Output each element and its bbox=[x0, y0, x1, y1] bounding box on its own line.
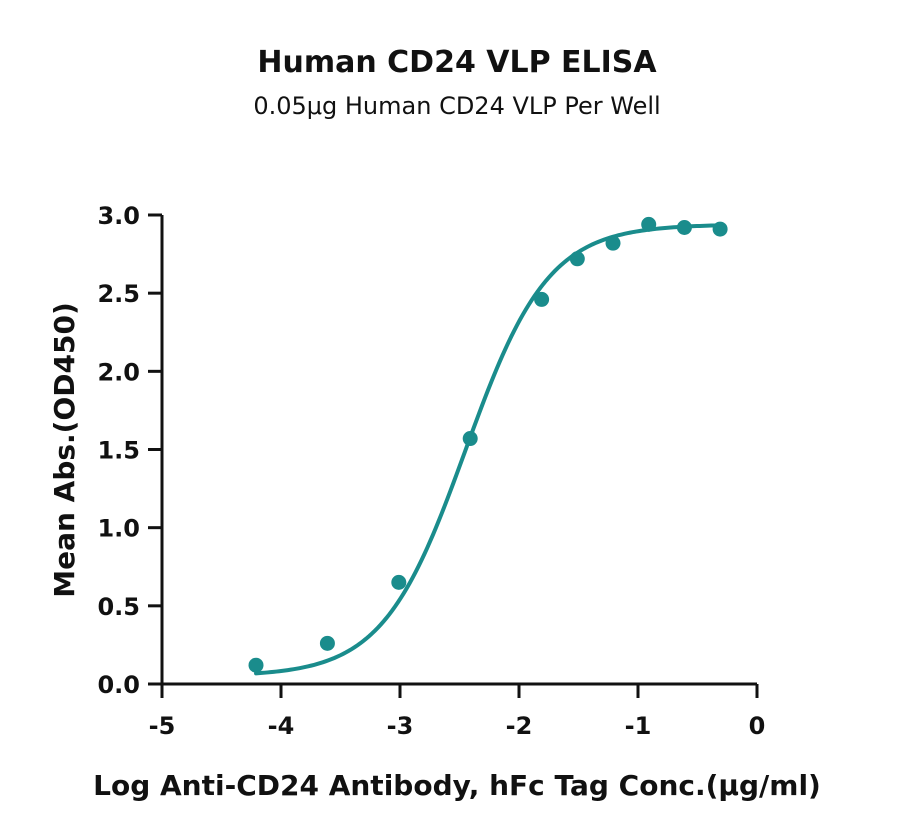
x-tick-label: -4 bbox=[268, 712, 295, 740]
x-tick-label: -3 bbox=[387, 712, 414, 740]
data-point bbox=[712, 221, 728, 237]
x-tick-label: -2 bbox=[506, 712, 533, 740]
y-tick-label: 3.0 bbox=[97, 202, 140, 230]
plot-area: 0.0 0.5 1.0 1.5 2.0 2.5 3.0 -5 -4 -3 -2 -1 0 bbox=[97, 202, 765, 740]
y-tick-label: 0.0 bbox=[97, 671, 140, 699]
y-tick-label: 2.5 bbox=[97, 280, 140, 308]
x-tick-label: -5 bbox=[149, 712, 176, 740]
x-tick-label: -1 bbox=[625, 712, 652, 740]
data-point bbox=[319, 635, 335, 651]
chart-title: Human CD24 VLP ELISA bbox=[257, 45, 657, 80]
y-tick-label: 1.0 bbox=[97, 515, 140, 543]
data-point bbox=[462, 431, 478, 447]
data-point bbox=[534, 291, 550, 307]
chart-subtitle: 0.05μg Human CD24 VLP Per Well bbox=[253, 92, 660, 120]
data-point bbox=[569, 251, 585, 267]
x-tick-label: 0 bbox=[749, 712, 766, 740]
fit-curve bbox=[254, 223, 723, 676]
y-tick-label: 1.5 bbox=[97, 437, 140, 465]
y-tick-label: 2.0 bbox=[97, 358, 140, 386]
data-point bbox=[248, 657, 264, 673]
data-point bbox=[391, 574, 407, 590]
y-tick-label: 0.5 bbox=[97, 593, 140, 621]
data-point bbox=[605, 235, 621, 251]
data-point bbox=[676, 220, 692, 236]
x-axis-label: Log Anti-CD24 Antibody, hFc Tag Conc.(μg… bbox=[93, 769, 821, 802]
data-point bbox=[641, 216, 657, 232]
y-axis-label: Mean Abs.(OD450) bbox=[48, 302, 81, 598]
